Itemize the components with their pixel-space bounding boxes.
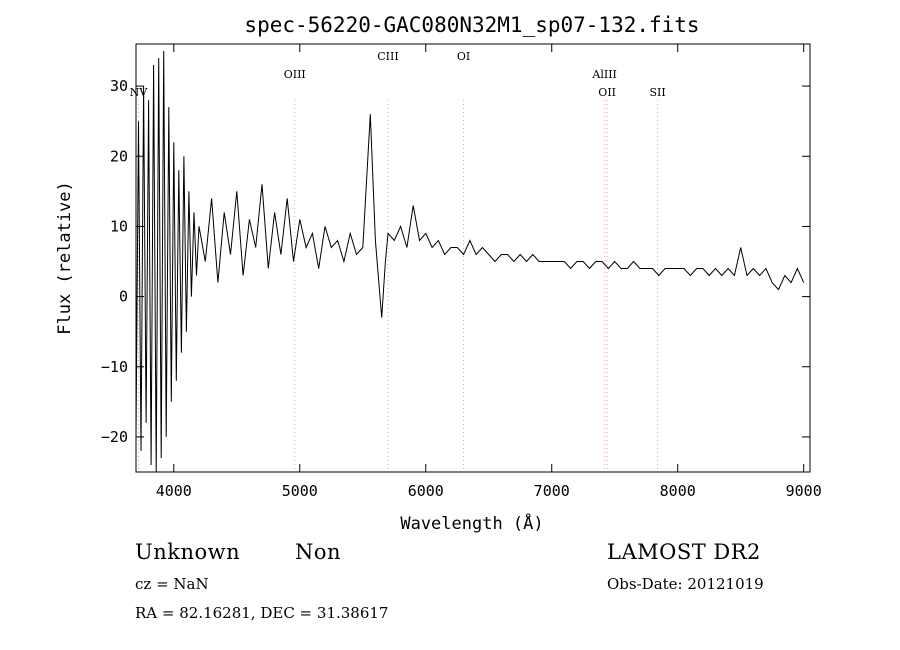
- x-axis-label: Wavelength (Å): [400, 512, 543, 534]
- x-tick-label: 8000: [660, 482, 696, 500]
- object-subclass: Non: [295, 540, 342, 564]
- x-tick-label: 4000: [156, 482, 192, 500]
- plot-area: NV OIII CIII OI AlIII OII SII 4000 5000 6000 7000…: [101, 43, 822, 500]
- y-axis-label: Flux (relative): [55, 181, 75, 335]
- y-tick-label: −20: [101, 428, 128, 446]
- x-ticks: 4000 5000 6000 7000 8000 9000: [156, 44, 822, 500]
- x-tick-label: 9000: [786, 482, 822, 500]
- x-tick-label: 7000: [534, 482, 570, 500]
- x-tick-label: 6000: [408, 482, 444, 500]
- object-class: Unknown: [135, 540, 241, 564]
- y-tick-label: 20: [110, 147, 128, 165]
- plot-frame: [135, 43, 811, 473]
- y-tick-label: 10: [110, 217, 128, 235]
- redshift-cz: cz = NaN: [135, 575, 209, 593]
- y-tick-label: 30: [110, 77, 128, 95]
- chart-title: spec-56220-GAC080N32M1_sp07-132.fits: [244, 13, 699, 37]
- coordinates: RA = 82.16281, DEC = 31.38617: [135, 604, 389, 622]
- y-tick-label: 0: [119, 288, 128, 306]
- emission-label: OIII: [284, 68, 306, 81]
- emission-label: SII: [649, 86, 665, 99]
- emission-label: NV: [130, 86, 149, 99]
- obs-date: Obs-Date: 20121019: [607, 575, 764, 593]
- emission-label: OI: [457, 50, 470, 63]
- x-tick-label: 5000: [282, 482, 318, 500]
- emission-lines: NV OIII CIII OI AlIII OII SII: [130, 50, 666, 472]
- emission-label: CIII: [377, 50, 398, 63]
- emission-label: AlIII: [591, 68, 617, 81]
- spectrum-chart: spec-56220-GAC080N32M1_sp07-132.fits NV O…: [55, 13, 822, 534]
- y-tick-label: −10: [101, 358, 128, 376]
- y-ticks: −20 −10 0 10 20 30: [101, 77, 810, 446]
- survey-name: LAMOST DR2: [607, 540, 761, 564]
- spectrum-line: [135, 50, 805, 473]
- emission-label: OII: [598, 86, 616, 99]
